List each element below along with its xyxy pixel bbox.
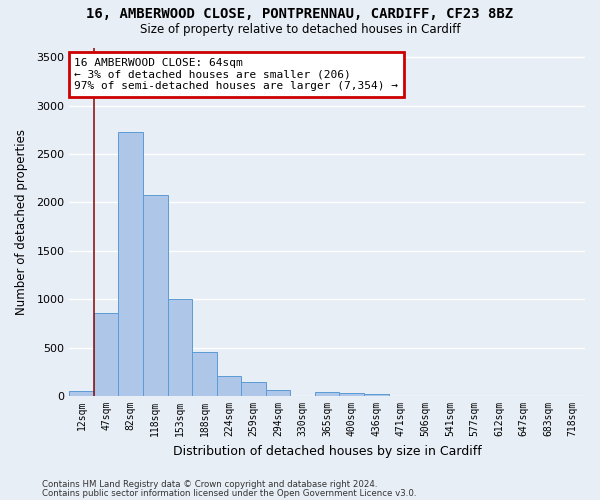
Text: Contains public sector information licensed under the Open Government Licence v3: Contains public sector information licen… bbox=[42, 488, 416, 498]
Bar bbox=[94, 314, 118, 396]
Bar bbox=[364, 394, 389, 396]
Bar bbox=[217, 376, 241, 396]
Bar bbox=[70, 390, 94, 396]
Bar bbox=[167, 299, 192, 396]
Bar bbox=[118, 132, 143, 396]
Text: Size of property relative to detached houses in Cardiff: Size of property relative to detached ho… bbox=[140, 22, 460, 36]
Bar bbox=[340, 392, 364, 396]
Text: 16 AMBERWOOD CLOSE: 64sqm
← 3% of detached houses are smaller (206)
97% of semi-: 16 AMBERWOOD CLOSE: 64sqm ← 3% of detach… bbox=[74, 58, 398, 91]
X-axis label: Distribution of detached houses by size in Cardiff: Distribution of detached houses by size … bbox=[173, 444, 482, 458]
Text: 16, AMBERWOOD CLOSE, PONTPRENNAU, CARDIFF, CF23 8BZ: 16, AMBERWOOD CLOSE, PONTPRENNAU, CARDIF… bbox=[86, 8, 514, 22]
Bar bbox=[241, 382, 266, 396]
Bar bbox=[143, 195, 167, 396]
Bar bbox=[266, 390, 290, 396]
Y-axis label: Number of detached properties: Number of detached properties bbox=[15, 129, 28, 315]
Bar bbox=[192, 352, 217, 396]
Bar bbox=[315, 392, 340, 396]
Text: Contains HM Land Registry data © Crown copyright and database right 2024.: Contains HM Land Registry data © Crown c… bbox=[42, 480, 377, 489]
